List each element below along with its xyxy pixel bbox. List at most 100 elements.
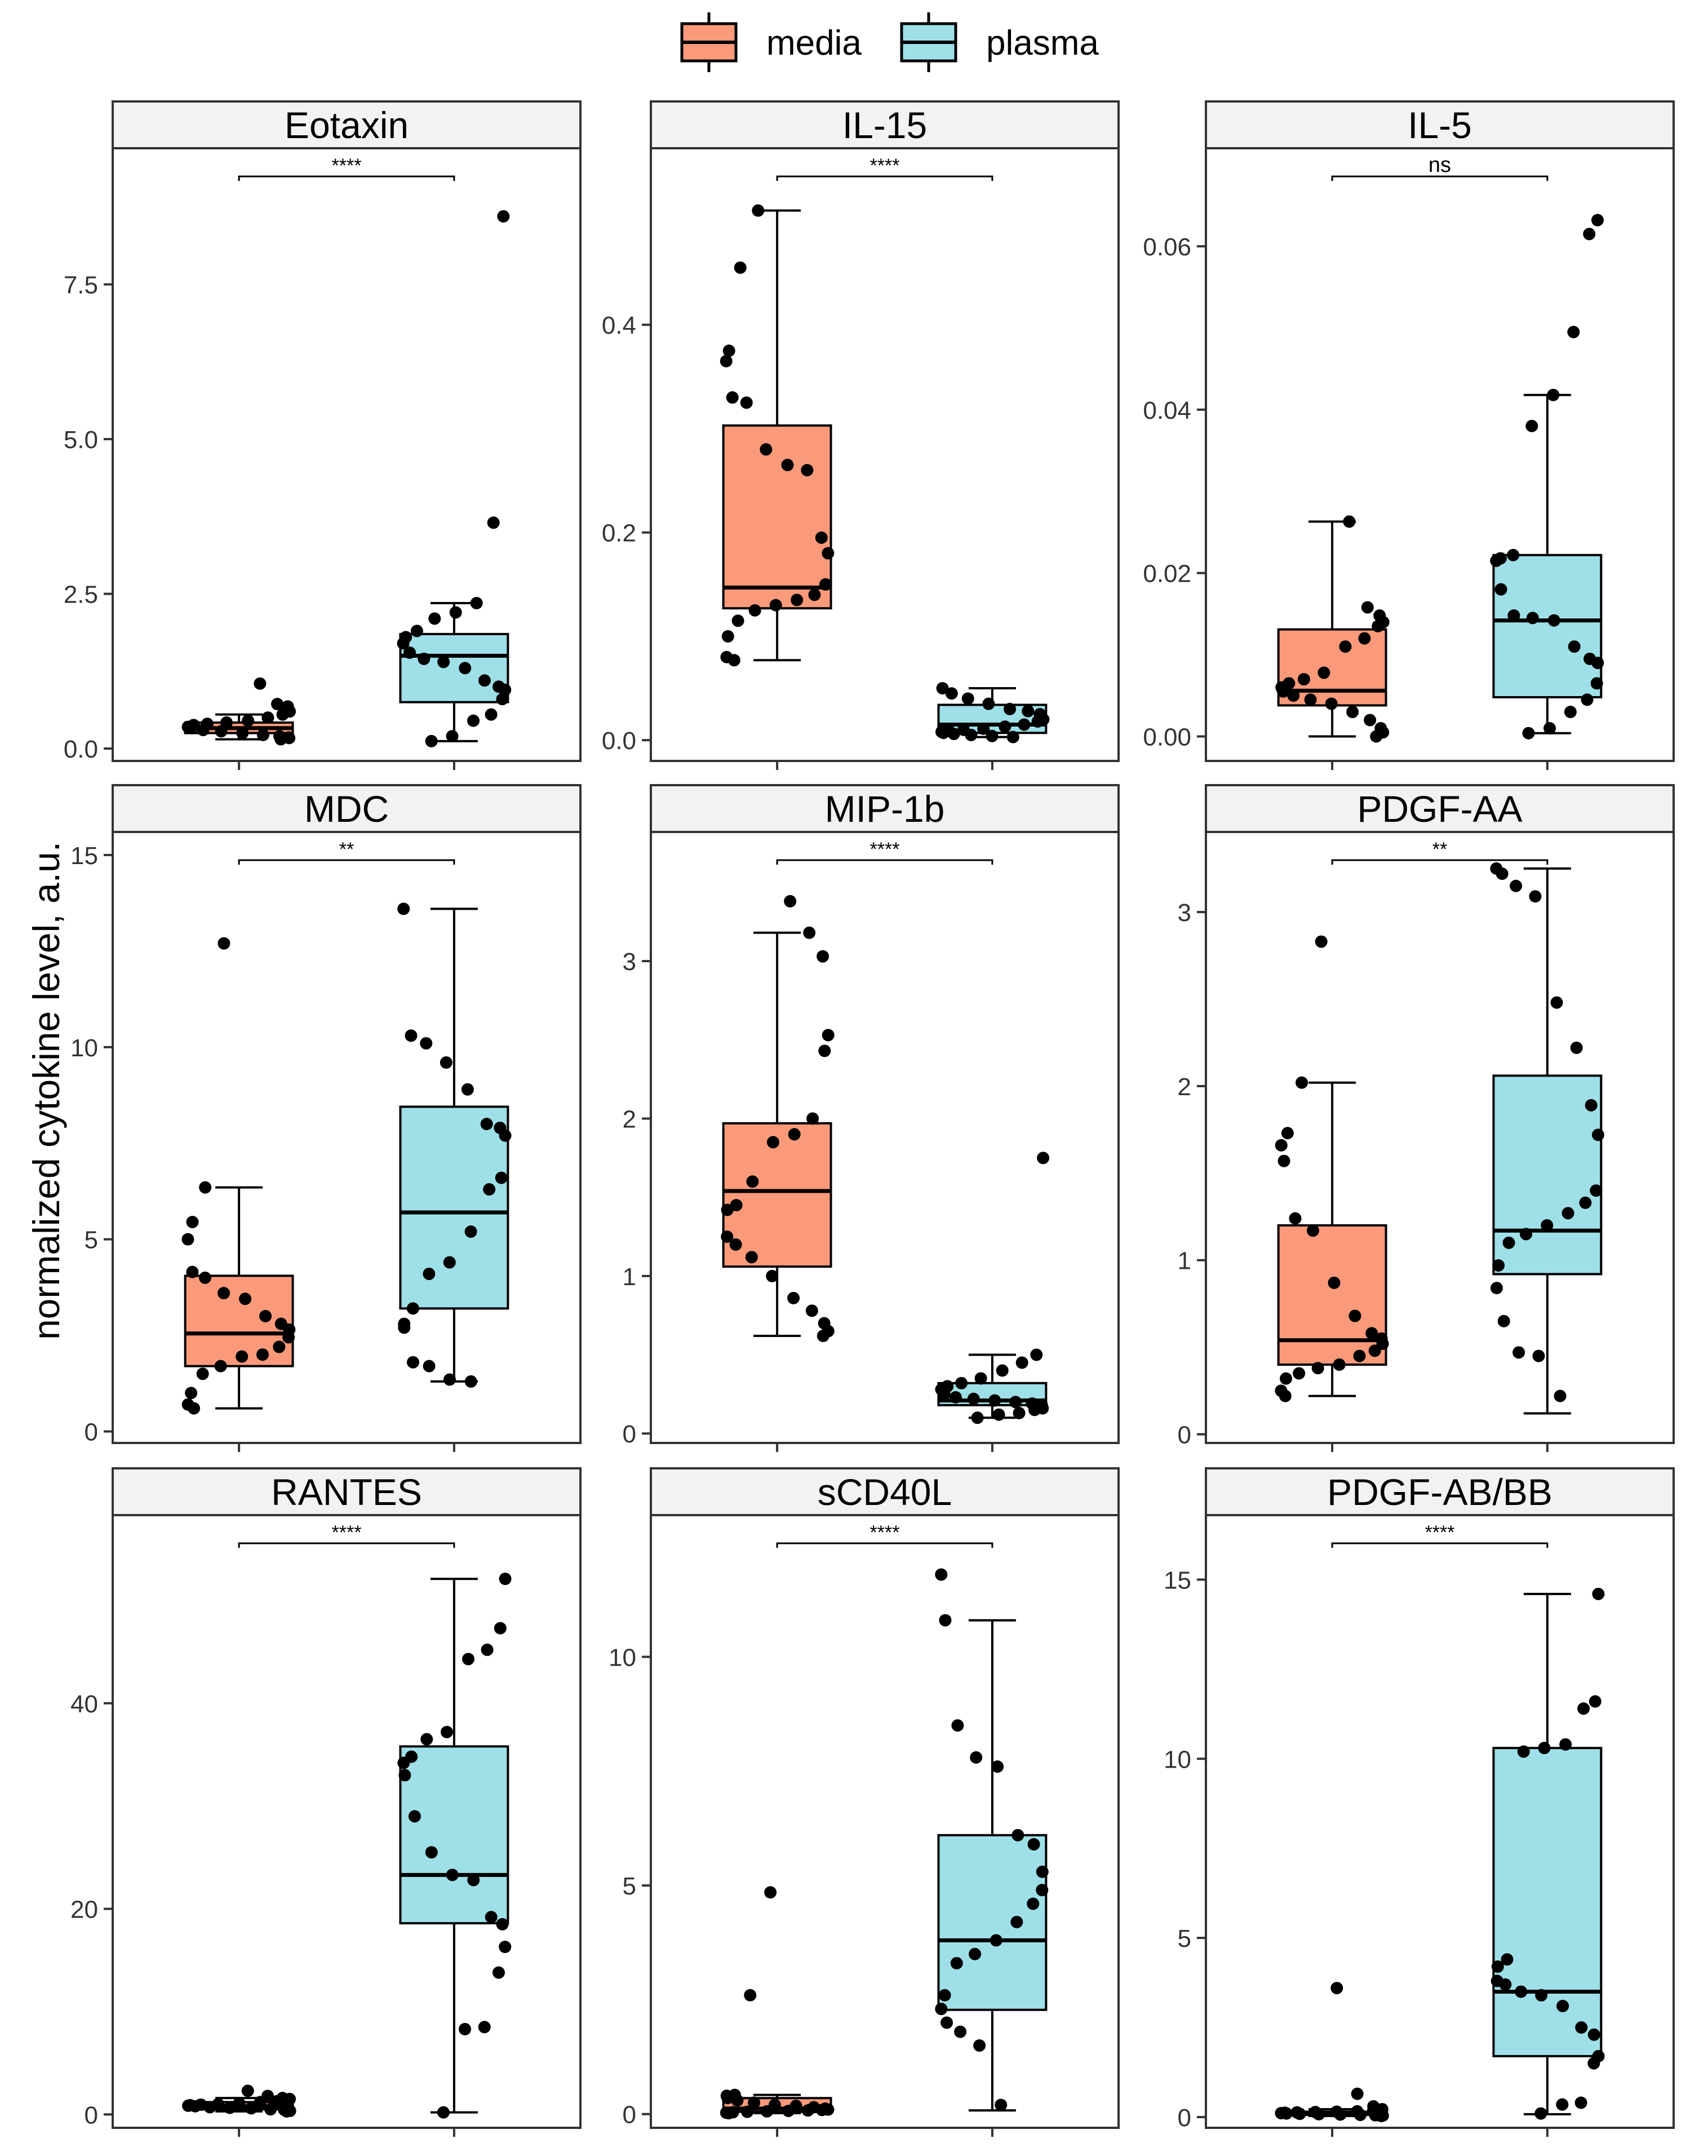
data-point bbox=[1491, 1960, 1504, 1973]
y-tick-label: 10 bbox=[609, 1644, 636, 1671]
data-point bbox=[1575, 2021, 1588, 2034]
series-media bbox=[182, 2084, 296, 2118]
panels-grid: Eotaxin0.02.55.07.5****IL-150.00.20.4***… bbox=[64, 100, 1675, 2137]
data-point bbox=[185, 721, 198, 734]
data-point bbox=[935, 1568, 948, 1581]
series-plasma bbox=[935, 1568, 1049, 2112]
data-point bbox=[398, 1321, 411, 1334]
legend: media plasma bbox=[680, 12, 1099, 72]
data-point bbox=[805, 1304, 818, 1317]
data-point bbox=[1579, 1196, 1592, 1209]
data-point bbox=[938, 1989, 951, 2002]
data-point bbox=[485, 1911, 498, 1924]
series-plasma bbox=[1490, 214, 1604, 740]
series-media bbox=[1275, 515, 1390, 743]
data-point bbox=[1556, 2098, 1569, 2111]
data-point bbox=[1280, 2107, 1293, 2120]
data-point bbox=[970, 1751, 983, 1764]
data-point bbox=[727, 654, 740, 667]
data-point bbox=[199, 1181, 212, 1194]
y-tick-label: 15 bbox=[1164, 1566, 1191, 1594]
series-plasma bbox=[397, 902, 512, 1388]
data-point bbox=[955, 1376, 968, 1389]
panel-title-pdgf-ab-bb: PDGF-AB/BB bbox=[1327, 1471, 1552, 1513]
data-point bbox=[1583, 228, 1596, 241]
data-point bbox=[1027, 1838, 1040, 1851]
data-point bbox=[1036, 1884, 1049, 1897]
data-point bbox=[967, 1392, 980, 1405]
data-point bbox=[1564, 706, 1577, 719]
legend-label-media: media bbox=[766, 24, 862, 63]
data-point bbox=[741, 2105, 754, 2118]
series-plasma bbox=[935, 1152, 1050, 1424]
data-point bbox=[1568, 640, 1581, 653]
box bbox=[722, 424, 832, 610]
data-point bbox=[423, 1360, 436, 1373]
data-point bbox=[446, 730, 459, 743]
significance-bracket bbox=[1331, 1542, 1549, 1548]
data-point bbox=[1312, 2108, 1325, 2120]
data-point bbox=[1317, 666, 1330, 679]
data-point bbox=[1277, 1154, 1290, 1167]
panel-strip bbox=[112, 100, 582, 149]
panel-pdgf-ab-bb: PDGF-AB/BB 0 5 10 15 **** bbox=[1164, 1467, 1675, 2137]
data-point bbox=[1287, 689, 1300, 702]
y-tick-label: 2 bbox=[1178, 1073, 1191, 1101]
data-point bbox=[1534, 2107, 1547, 2120]
data-point bbox=[443, 1256, 456, 1269]
data-point bbox=[1556, 1999, 1569, 2012]
data-point bbox=[423, 1268, 436, 1281]
panel-title-mdc: MDC bbox=[304, 788, 389, 830]
data-point bbox=[1492, 1259, 1505, 1272]
data-point bbox=[766, 1136, 779, 1149]
significance-label: **** bbox=[870, 1522, 900, 1543]
panel-title-mip-1b: MIP-1b bbox=[825, 788, 945, 830]
data-point bbox=[1027, 1897, 1040, 1910]
panel-scd40l: sCD40L 0 5 10 **** bbox=[609, 1467, 1120, 2137]
data-point bbox=[1372, 619, 1385, 632]
data-point bbox=[1592, 1587, 1605, 1600]
data-point bbox=[1289, 1212, 1302, 1225]
y-tick-label: 0.00 bbox=[1143, 724, 1191, 751]
data-point bbox=[939, 1614, 952, 1627]
data-point bbox=[721, 1230, 734, 1243]
panel-strip bbox=[650, 784, 1120, 833]
data-point bbox=[1365, 1327, 1378, 1340]
data-point bbox=[766, 1269, 779, 1282]
data-point bbox=[1574, 2096, 1587, 2109]
data-point bbox=[744, 1989, 757, 2002]
series-media bbox=[1275, 935, 1389, 1402]
data-point bbox=[1333, 1358, 1346, 1371]
significance-label: ** bbox=[339, 839, 354, 860]
data-point bbox=[408, 1810, 421, 1823]
data-point bbox=[803, 926, 816, 939]
data-point bbox=[1567, 326, 1580, 339]
data-point bbox=[731, 2094, 744, 2107]
data-point bbox=[1577, 1702, 1590, 1715]
data-point bbox=[1022, 705, 1035, 718]
data-point bbox=[1304, 693, 1317, 706]
panel-title-scd40l: sCD40L bbox=[818, 1471, 952, 1513]
significance-bracket bbox=[776, 1542, 993, 1548]
data-point bbox=[254, 2096, 267, 2109]
data-point bbox=[1590, 677, 1603, 690]
data-point bbox=[405, 1029, 418, 1042]
y-tick-label: 0.06 bbox=[1143, 233, 1191, 261]
data-point bbox=[497, 210, 510, 223]
data-point bbox=[449, 606, 462, 619]
panel-strip bbox=[1205, 784, 1675, 833]
plot-area bbox=[650, 1514, 1120, 2129]
significance-label: **** bbox=[870, 839, 900, 860]
data-point bbox=[1351, 2087, 1364, 2100]
data-point bbox=[406, 1356, 419, 1369]
data-point bbox=[808, 588, 821, 601]
data-point bbox=[1281, 1127, 1294, 1140]
y-tick-label: 10 bbox=[1164, 1746, 1191, 1773]
data-point bbox=[1334, 2108, 1347, 2121]
data-point bbox=[734, 261, 747, 274]
data-point bbox=[722, 344, 735, 357]
y-tick-label: 40 bbox=[70, 1690, 98, 1718]
y-tick-label: 5 bbox=[85, 1227, 98, 1254]
series-media bbox=[721, 895, 835, 1343]
data-point bbox=[242, 714, 255, 727]
